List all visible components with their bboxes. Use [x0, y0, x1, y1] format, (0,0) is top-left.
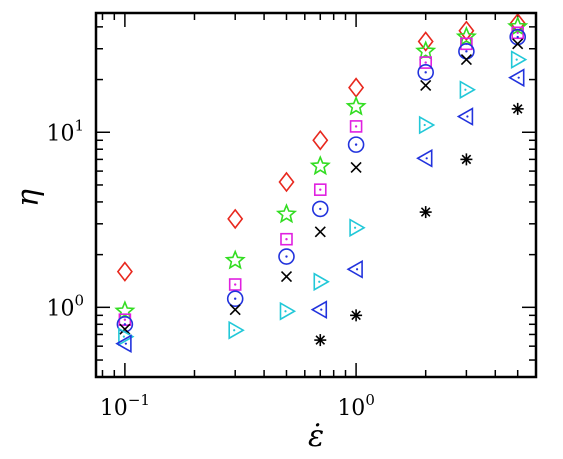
data-point-square-dot — [349, 120, 363, 133]
y-tick-label: 101 — [46, 116, 84, 146]
tick-labels: 10−1 100 100 101 — [46, 116, 374, 421]
x-tick-label: 100 — [337, 391, 375, 421]
data-point-circle-dot — [347, 136, 365, 153]
data-point-diamond — [312, 129, 329, 151]
data-point-asterisk — [511, 102, 524, 115]
data-point-star — [507, 15, 529, 36]
data-point-circle-dot — [458, 43, 475, 60]
data-point-x — [280, 270, 293, 283]
data-point-triangle-left — [346, 259, 363, 279]
data-point-square-dot — [228, 278, 242, 291]
data-point-diamond — [417, 31, 434, 52]
data-point-asterisk — [419, 206, 432, 219]
data-point-triangle-right — [510, 50, 528, 69]
data-point-square-dot — [313, 183, 327, 196]
data-point-square-dot — [280, 232, 293, 246]
data-point-diamond — [116, 261, 133, 282]
data-point-star — [309, 155, 331, 176]
data-point-asterisk — [314, 334, 327, 347]
plot-frame — [94, 11, 538, 379]
data-point-triangle-right — [118, 327, 135, 347]
data-point-triangle-left — [456, 107, 474, 126]
data-point-x — [460, 54, 472, 66]
x-axis-label: ε̇ — [308, 419, 324, 454]
data-point-triangle-right — [418, 115, 436, 135]
data-point-diamond — [348, 77, 365, 98]
data-point-asterisk — [350, 309, 363, 322]
data-point-x — [314, 226, 326, 238]
x-tick-label: 10−1 — [100, 391, 150, 421]
data-point-star — [415, 40, 437, 61]
data-point-x — [350, 161, 362, 173]
data-point-triangle-left — [416, 148, 433, 168]
data-point-star — [114, 300, 136, 321]
data-point-triangle-left — [508, 68, 525, 88]
data-point-x — [229, 304, 241, 316]
data-point-circle-dot — [311, 200, 329, 218]
data-point-triangle-right — [313, 272, 330, 292]
data-point-diamond — [278, 171, 295, 193]
data-point-asterisk — [460, 153, 473, 166]
data-point-x — [420, 79, 432, 92]
data-point-star — [345, 95, 367, 116]
data-point-triangle-right — [459, 80, 477, 100]
data-point-triangle-left — [115, 334, 132, 354]
data-point-triangle-right — [349, 218, 366, 238]
data-point-triangle-right — [279, 301, 297, 321]
data-point-diamond — [458, 20, 475, 42]
data-point-circle-dot — [417, 64, 434, 81]
data-point-triangle-right — [228, 320, 245, 340]
data-point-star — [455, 25, 477, 47]
data-point-circle-dot — [278, 248, 295, 265]
data-point-star — [224, 249, 246, 270]
y-axis-label: η — [11, 189, 46, 207]
data-point-triangle-left — [310, 300, 328, 320]
data-point-star — [275, 203, 298, 224]
data-point-x — [512, 38, 524, 50]
data-point-square-dot — [419, 56, 432, 69]
data-point-x — [119, 323, 131, 335]
data-points — [114, 12, 529, 354]
data-point-circle-dot — [226, 290, 244, 308]
y-tick-label: 100 — [46, 291, 84, 321]
data-point-diamond — [227, 208, 244, 230]
